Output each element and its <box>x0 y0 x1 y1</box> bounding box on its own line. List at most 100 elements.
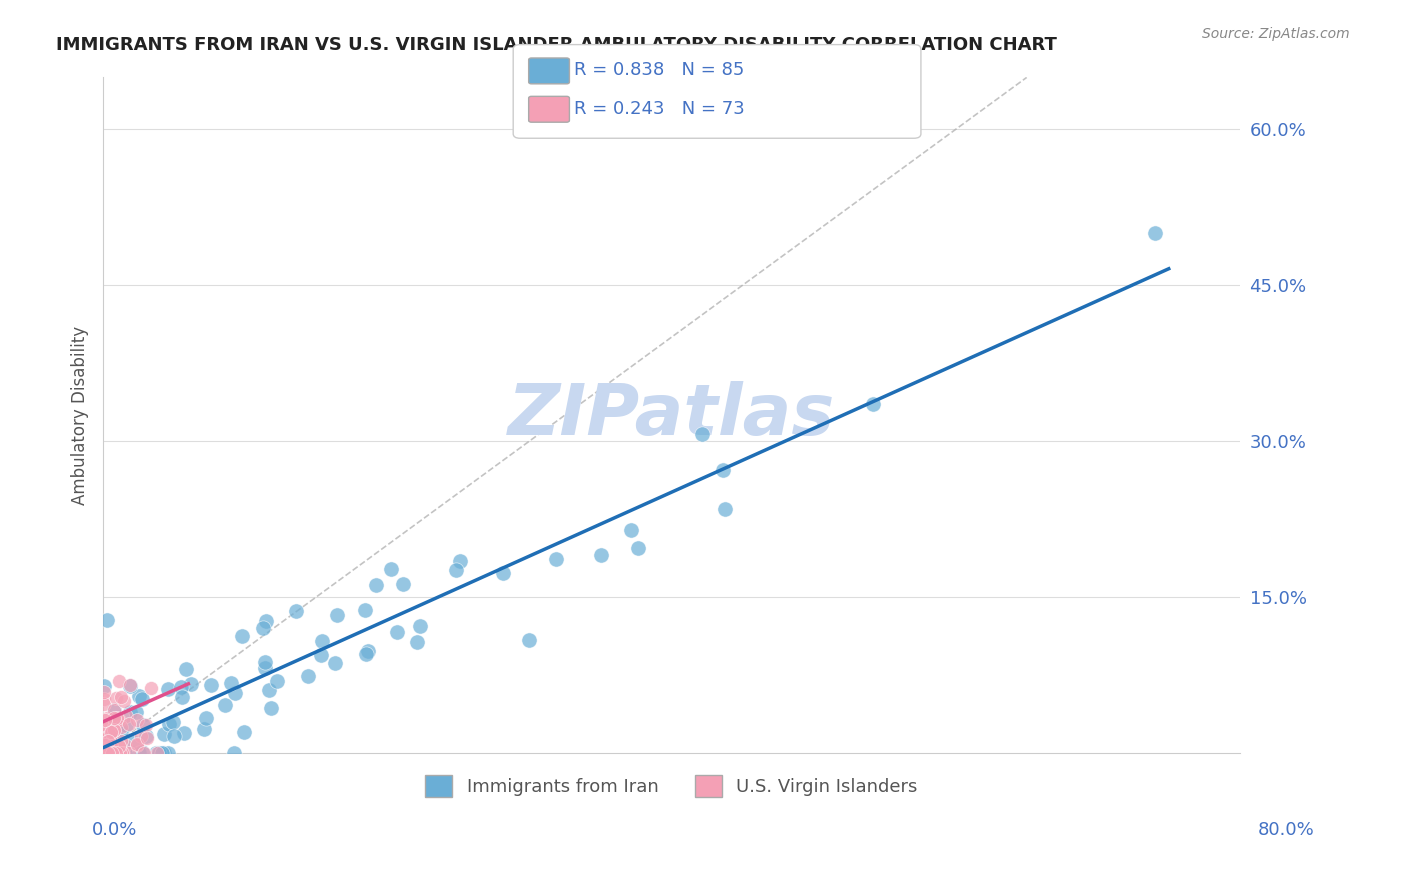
Text: IMMIGRANTS FROM IRAN VS U.S. VIRGIN ISLANDER AMBULATORY DISABILITY CORRELATION C: IMMIGRANTS FROM IRAN VS U.S. VIRGIN ISLA… <box>56 36 1057 54</box>
Point <box>110 721 132 735</box>
Point <box>107 746 129 760</box>
Point <box>104 746 127 760</box>
Point <box>131 692 153 706</box>
Point <box>93 746 115 760</box>
Point <box>93 679 115 693</box>
Point <box>114 746 136 760</box>
Point <box>122 746 145 760</box>
Point <box>100 739 122 753</box>
Point <box>285 604 308 618</box>
Point <box>254 661 277 675</box>
Point <box>409 619 432 633</box>
Point <box>127 738 149 752</box>
Point <box>91 746 114 760</box>
Point <box>354 647 377 661</box>
Point <box>297 669 319 683</box>
Point <box>94 713 117 727</box>
Point <box>103 703 125 717</box>
Point <box>97 746 120 760</box>
Point <box>156 746 179 760</box>
Point <box>125 737 148 751</box>
Point <box>128 689 150 703</box>
Point <box>93 685 115 699</box>
Point <box>103 723 125 738</box>
Point <box>98 746 121 760</box>
Point <box>253 655 276 669</box>
Y-axis label: Ambulatory Disability: Ambulatory Disability <box>72 326 89 505</box>
Point <box>98 739 121 753</box>
Point <box>128 746 150 760</box>
Legend: Immigrants from Iran, U.S. Virgin Islanders: Immigrants from Iran, U.S. Virgin Island… <box>418 768 925 805</box>
Point <box>97 734 120 748</box>
Point <box>114 738 136 752</box>
Point <box>100 746 122 760</box>
Point <box>170 681 193 695</box>
Point <box>118 678 141 692</box>
Point <box>108 713 131 727</box>
Point <box>446 563 468 577</box>
Point <box>105 691 128 706</box>
Point <box>108 739 131 754</box>
Text: 80.0%: 80.0% <box>1258 821 1315 838</box>
Point <box>108 746 131 760</box>
Point <box>136 731 159 745</box>
Point <box>125 705 148 719</box>
Point <box>103 723 125 737</box>
Point <box>118 705 141 719</box>
Point <box>98 746 121 760</box>
Point <box>96 710 118 724</box>
Point <box>107 711 129 725</box>
Point <box>118 746 141 760</box>
Point <box>97 731 120 746</box>
Point <box>214 698 236 712</box>
Point <box>252 621 274 635</box>
Point <box>100 746 122 760</box>
Point <box>492 566 515 580</box>
Point <box>100 746 122 760</box>
Point <box>96 718 118 732</box>
Point <box>96 746 118 760</box>
Point <box>103 703 125 717</box>
Point <box>690 427 713 442</box>
Point <box>104 746 127 760</box>
Point <box>96 746 118 760</box>
Point <box>713 463 735 477</box>
Point <box>112 694 135 708</box>
Point <box>93 697 115 711</box>
Point <box>135 718 157 732</box>
Point <box>163 729 186 743</box>
Point <box>591 548 613 562</box>
Point <box>100 724 122 739</box>
Point <box>221 676 243 690</box>
Point <box>101 746 124 760</box>
Point <box>153 746 176 760</box>
Point <box>354 603 377 617</box>
Point <box>101 746 124 760</box>
Point <box>714 502 737 516</box>
Point <box>108 746 131 760</box>
Point <box>156 681 179 696</box>
Point <box>111 746 134 760</box>
Point <box>176 662 198 676</box>
Point <box>366 578 388 592</box>
Point <box>323 656 346 670</box>
Point <box>134 746 156 760</box>
Point <box>129 730 152 744</box>
Text: ZIPatlas: ZIPatlas <box>508 381 835 450</box>
Text: R = 0.243   N = 73: R = 0.243 N = 73 <box>574 100 744 118</box>
Point <box>93 692 115 706</box>
Point <box>100 746 122 760</box>
Point <box>257 683 280 698</box>
Point <box>105 746 128 760</box>
Point <box>148 746 170 760</box>
Point <box>224 686 246 700</box>
Point <box>93 725 115 739</box>
Point <box>392 577 415 591</box>
Point <box>103 746 125 760</box>
Point <box>103 711 125 725</box>
Point <box>101 746 124 760</box>
Point <box>326 608 349 623</box>
Point <box>127 713 149 727</box>
Point <box>101 721 124 735</box>
Point <box>111 746 134 760</box>
